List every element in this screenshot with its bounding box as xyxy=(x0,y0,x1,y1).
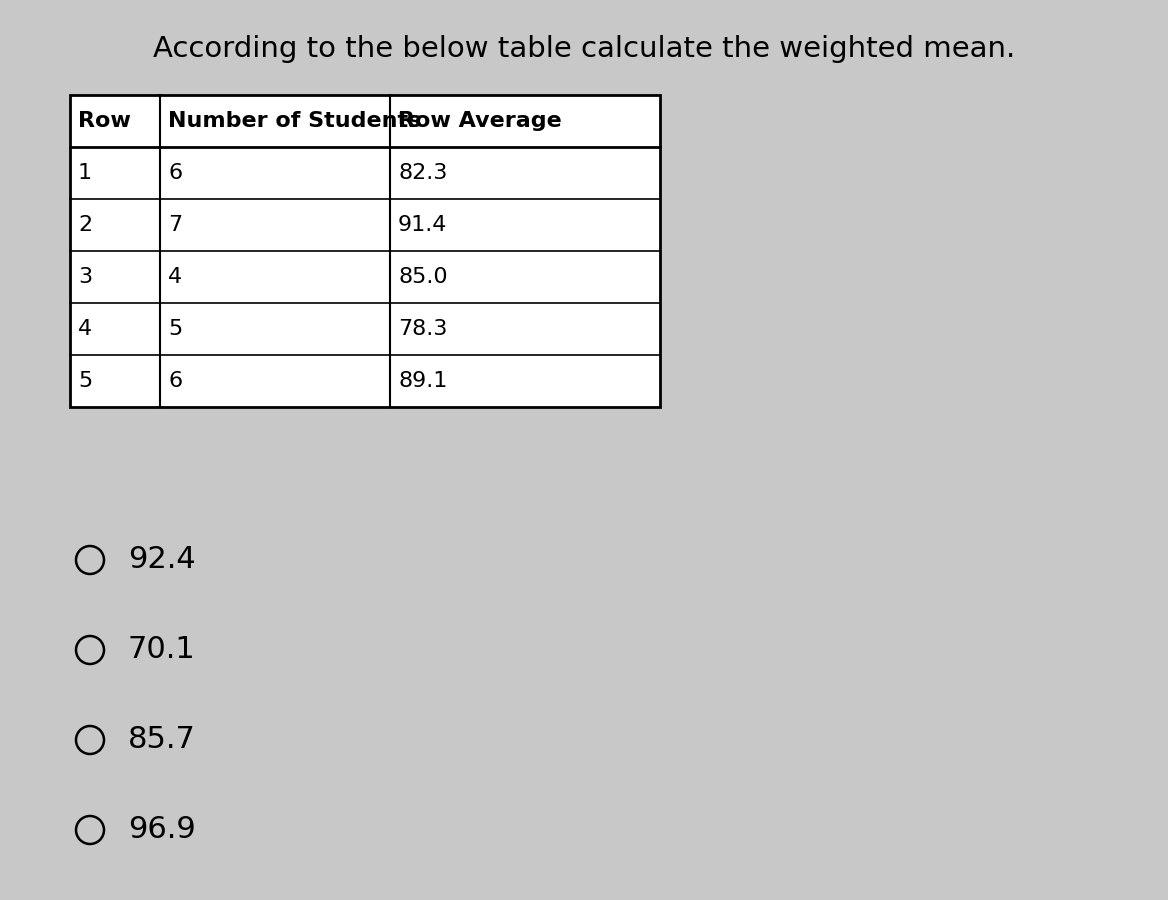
Text: 89.1: 89.1 xyxy=(398,371,447,391)
Text: 96.9: 96.9 xyxy=(128,815,196,844)
Text: 5: 5 xyxy=(168,319,182,339)
Text: According to the below table calculate the weighted mean.: According to the below table calculate t… xyxy=(153,35,1015,63)
Text: 2: 2 xyxy=(78,215,92,235)
Text: 1: 1 xyxy=(78,163,92,183)
Text: 85.0: 85.0 xyxy=(398,267,447,287)
Text: 4: 4 xyxy=(168,267,182,287)
Text: 3: 3 xyxy=(78,267,92,287)
Text: 4: 4 xyxy=(78,319,92,339)
Text: 7: 7 xyxy=(168,215,182,235)
Text: 6: 6 xyxy=(168,371,182,391)
Bar xyxy=(70,95,660,407)
Text: Row: Row xyxy=(78,111,131,131)
Text: 85.7: 85.7 xyxy=(128,725,196,754)
Bar xyxy=(70,95,660,407)
Text: 82.3: 82.3 xyxy=(398,163,447,183)
Text: 91.4: 91.4 xyxy=(398,215,447,235)
Text: 5: 5 xyxy=(78,371,92,391)
Text: 70.1: 70.1 xyxy=(128,635,196,664)
Text: 92.4: 92.4 xyxy=(128,545,196,574)
Text: Row Average: Row Average xyxy=(398,111,562,131)
Text: Number of Students: Number of Students xyxy=(168,111,422,131)
Text: 6: 6 xyxy=(168,163,182,183)
Text: 78.3: 78.3 xyxy=(398,319,447,339)
